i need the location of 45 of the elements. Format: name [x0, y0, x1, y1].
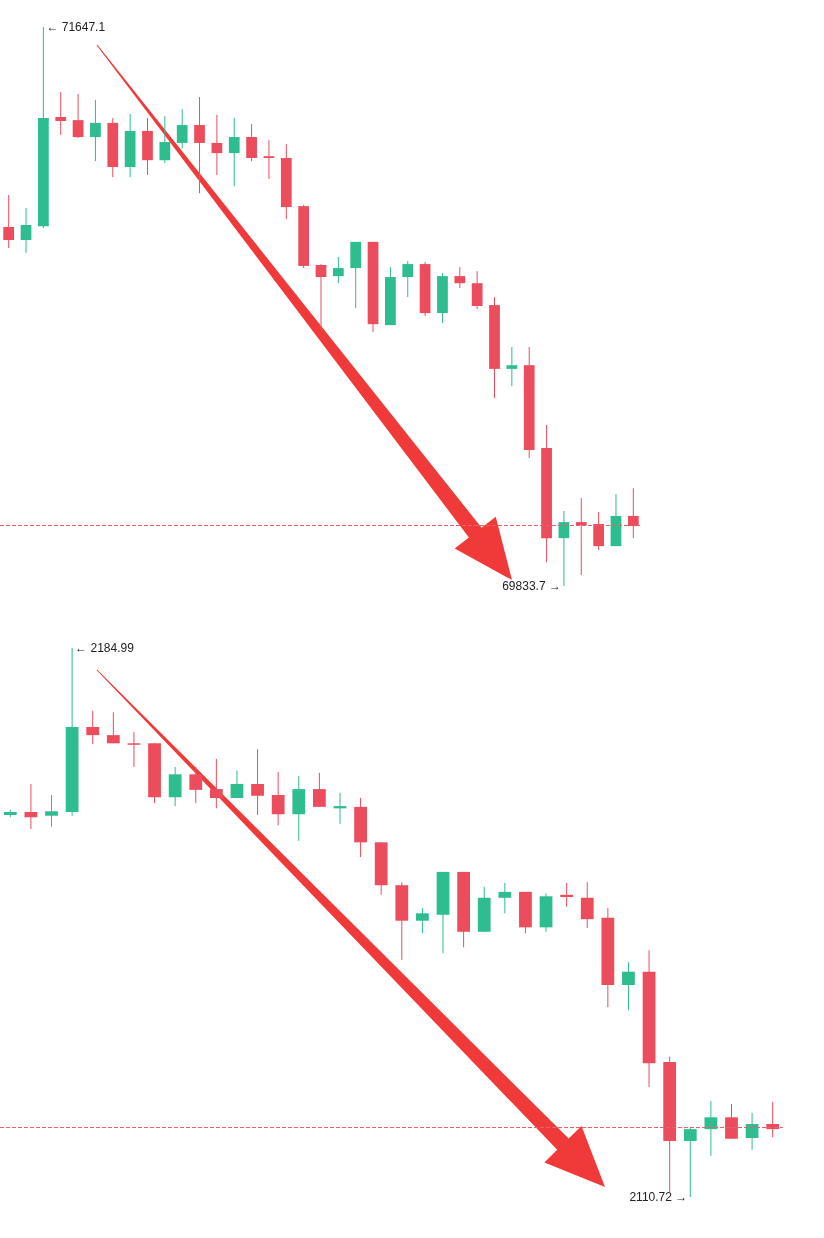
candlestick [471, 270, 483, 310]
candlestick [211, 114, 223, 176]
candlestick [506, 346, 518, 387]
candlestick [315, 263, 327, 331]
annotation: 2110.72 → [629, 1190, 688, 1204]
candlestick [498, 882, 512, 914]
candlestick [3, 194, 15, 249]
candlestick [209, 758, 223, 809]
candlestick [704, 1100, 718, 1157]
candlestick [176, 108, 188, 149]
candlestick [55, 91, 67, 136]
candlestick [251, 748, 264, 816]
candlestick [127, 731, 141, 768]
candlestick [593, 511, 604, 551]
candlestick [228, 117, 240, 187]
candlestick [332, 256, 344, 284]
candlestick [168, 766, 182, 807]
candlestick [402, 260, 414, 298]
candlestick [416, 907, 429, 934]
candlestick [454, 266, 466, 289]
candlestick [271, 771, 285, 826]
candlestick [230, 770, 244, 799]
annotation: ← 71647.1 [46, 20, 106, 34]
candlestick [622, 961, 635, 1011]
candlestick [683, 1126, 697, 1198]
candlestick [106, 711, 120, 744]
candlestick [159, 115, 171, 164]
candlestick [45, 794, 58, 828]
candlestick [575, 497, 587, 576]
candlestick [72, 93, 84, 139]
candlestick [312, 772, 326, 808]
candlestick [263, 139, 275, 180]
annotation: ← 2184.99 [75, 641, 135, 655]
candlestick [560, 882, 574, 908]
candlestick [725, 1103, 738, 1140]
annotation: 69833.7 → [502, 579, 561, 593]
candlestick [189, 766, 203, 804]
candlestick [246, 123, 257, 162]
candlestick [194, 96, 205, 194]
candlestick [20, 207, 32, 254]
candlestick [86, 710, 100, 745]
candlestick [580, 881, 594, 929]
candlestick [627, 487, 639, 539]
candlestick [24, 783, 38, 830]
candlestick [90, 99, 101, 162]
